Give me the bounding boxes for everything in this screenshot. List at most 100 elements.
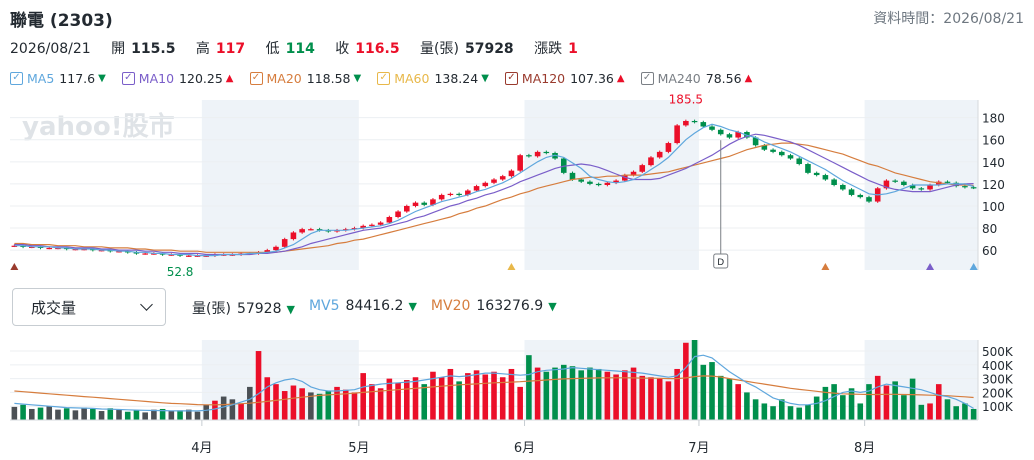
event-marker[interactable] xyxy=(713,253,729,269)
candle xyxy=(151,253,157,255)
volume-bar xyxy=(55,409,61,420)
candle xyxy=(20,245,26,247)
volume-bar xyxy=(813,396,820,420)
close-value: 116.5 xyxy=(355,41,400,57)
ma-toggle-ma240[interactable]: ✓ MA240 78.56 ▲ xyxy=(640,71,752,86)
volume-bar xyxy=(386,378,393,420)
volume-tick-label: 500K xyxy=(982,345,1014,359)
volume-bar xyxy=(124,411,131,420)
checkbox-icon[interactable]: ✓ xyxy=(121,71,135,85)
volume-bar xyxy=(29,408,35,420)
checkbox-icon[interactable]: ✓ xyxy=(640,71,654,85)
candle xyxy=(369,224,375,226)
volume-bar xyxy=(909,378,916,420)
candle xyxy=(665,143,672,152)
ma-toggle-ma120[interactable]: ✓ MA120 107.36 ▲ xyxy=(504,70,625,86)
volume-bar xyxy=(935,384,942,420)
candle xyxy=(709,126,715,130)
volume-bar xyxy=(648,377,654,420)
volume-tick-label: 200K xyxy=(982,386,1014,400)
candle xyxy=(177,254,183,256)
candle xyxy=(308,229,314,231)
checkbox-icon[interactable]: ✓ xyxy=(377,71,391,85)
candle xyxy=(185,255,192,257)
volume-bar xyxy=(578,370,584,420)
checkbox-icon[interactable]: ✓ xyxy=(249,71,263,85)
volume-bar xyxy=(81,407,87,420)
volume-bar xyxy=(369,384,375,420)
candle xyxy=(691,120,698,123)
candle xyxy=(595,183,602,186)
candle xyxy=(752,137,759,146)
data-timestamp: 資料時間：2026/08/21 xyxy=(873,11,1024,27)
ma-toggle-ma5[interactable]: ✓ MA5 117.6 ▼ xyxy=(10,71,106,86)
ma10-line xyxy=(14,133,974,256)
ma-legend: ✓ MA5 117.6 ▼ ✓ MA10 120.25 ▲ ✓ MA20 118.58 ▼ ✓ MA60 1… xyxy=(10,68,768,88)
quote-summary: 2026/08/21 開 115.5 高 117 低 114 收 116.5 量(張) 5… xyxy=(10,38,594,58)
ma-cross-marker xyxy=(507,263,516,270)
ma-toggle-ma60[interactable]: ✓ MA60 138.24 ▼ xyxy=(377,71,489,86)
candle xyxy=(299,229,305,233)
volume-bar xyxy=(456,381,462,420)
volume-bar xyxy=(46,406,53,420)
ma-value: 107.36 xyxy=(570,70,614,86)
triangle-down-icon: ▼ xyxy=(408,300,417,313)
volume-bar xyxy=(796,407,803,420)
candle xyxy=(81,249,87,251)
candle xyxy=(918,188,925,190)
checkbox-icon[interactable]: ✓ xyxy=(10,71,23,85)
ma-toggle-ma20[interactable]: ✓ MA20 118.58 ▼ xyxy=(249,71,361,86)
volume-bar xyxy=(927,403,933,420)
candle xyxy=(909,185,916,189)
volume-bar xyxy=(159,408,166,420)
price-tick-label: 120 xyxy=(982,178,1005,192)
volume-legend-name: MV5 xyxy=(308,298,340,314)
volume-legend-item: MV20 163276.9 ▼ xyxy=(431,298,557,318)
month-label: 5月 xyxy=(348,441,369,456)
volume-bar xyxy=(177,410,183,420)
volume-bar xyxy=(840,395,846,420)
candle xyxy=(273,246,279,251)
volume-bar xyxy=(465,373,471,420)
stock-title: 聯電 (2303) xyxy=(10,11,113,31)
candle xyxy=(203,255,210,257)
triangle-down-icon: ▼ xyxy=(548,300,557,313)
quote-close: 收 116.5 xyxy=(335,41,399,57)
candle xyxy=(456,193,462,196)
volume-bar xyxy=(438,377,445,420)
candle xyxy=(220,254,227,256)
candle xyxy=(848,189,855,195)
candle xyxy=(648,157,654,166)
candle xyxy=(813,172,820,176)
volume-bar xyxy=(133,410,140,420)
volume-bar xyxy=(944,399,951,420)
volume-bar xyxy=(665,381,672,420)
volume-tick-label: 100K xyxy=(982,400,1014,414)
candle xyxy=(290,232,297,240)
volume-bar xyxy=(639,375,646,420)
volume-bar xyxy=(674,368,680,420)
volume-bar xyxy=(342,389,349,420)
price-tick-label: 80 xyxy=(982,222,997,236)
quote-date: 2026/08/21 xyxy=(10,41,91,57)
candle xyxy=(517,155,523,171)
volume-bar xyxy=(587,367,593,420)
checkbox-icon[interactable]: ✓ xyxy=(504,71,518,85)
volume-bar xyxy=(822,386,829,420)
volume-bar xyxy=(325,391,332,420)
candle xyxy=(857,194,864,198)
volume-label: 量(張) xyxy=(420,41,459,57)
volume-bar xyxy=(273,384,279,420)
candle xyxy=(569,172,576,180)
volume-bar xyxy=(404,380,410,420)
triangle-up-icon: ▲ xyxy=(616,72,625,84)
indicator-select[interactable]: 成交量 xyxy=(12,288,166,326)
ma-toggle-ma10[interactable]: ✓ MA10 120.25 ▲ xyxy=(121,71,234,86)
volume-bar xyxy=(543,371,550,420)
candle xyxy=(360,225,366,229)
candle xyxy=(473,186,480,191)
candle xyxy=(578,179,584,182)
candle xyxy=(29,246,35,249)
chevron-down-icon xyxy=(140,298,153,311)
